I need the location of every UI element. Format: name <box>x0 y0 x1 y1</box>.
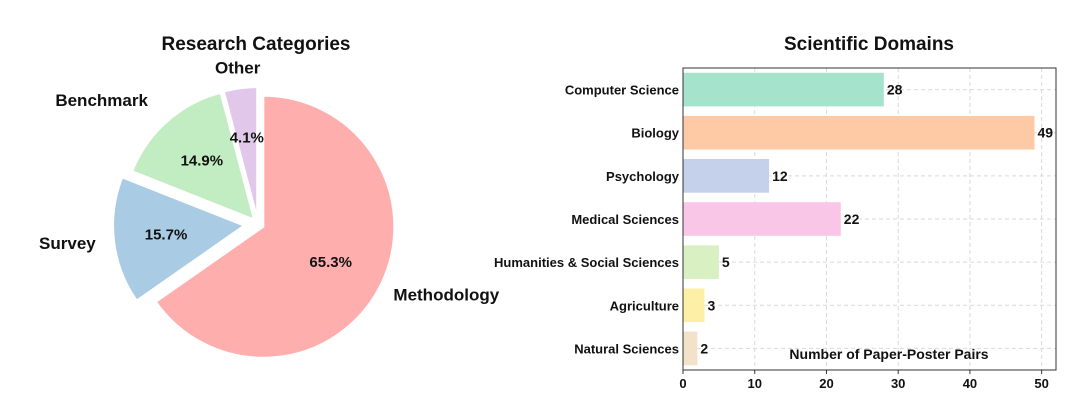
bar-medical-sciences <box>683 202 841 236</box>
bar-xlabel: Number of Paper-Poster Pairs <box>789 346 988 362</box>
pie-slices <box>112 86 396 359</box>
tick-label-30: 30 <box>891 376 905 391</box>
pie-texts: Methodology 65.3% Survey 15.7% Benchmark 14.9… <box>39 58 500 304</box>
bar-value-agriculture: 3 <box>708 297 716 313</box>
category-label-agriculture: Agriculture <box>610 298 679 313</box>
bar-value-humanities-and-social-sciences: 5 <box>722 254 730 270</box>
category-label-natural-sciences: Natural Sciences <box>574 341 679 356</box>
pie-label-benchmark: Benchmark <box>55 91 148 110</box>
bar-value-computer-science: 28 <box>887 82 903 98</box>
bar-value-psychology: 12 <box>772 168 788 184</box>
pie-pct-methodology: 65.3% <box>309 254 352 271</box>
bar-agriculture <box>683 288 705 323</box>
bar-value-biology: 49 <box>1037 125 1053 141</box>
bar-biology <box>683 115 1035 150</box>
pie-label-other: Other <box>215 58 261 77</box>
tick-label-40: 40 <box>963 376 977 391</box>
pie-label-methodology: Methodology <box>393 286 499 305</box>
tick-label-50: 50 <box>1034 376 1048 391</box>
bar-axes-frame <box>682 67 1057 371</box>
pie-slice-survey <box>112 176 247 303</box>
tick-label-10: 10 <box>747 376 761 391</box>
tick-label-0: 0 <box>679 376 686 391</box>
category-label-psychology: Psychology <box>606 169 680 184</box>
pie-pct-survey: 15.7% <box>145 227 188 244</box>
category-label-medical-sciences: Medical Sciences <box>571 212 679 227</box>
bar-psychology <box>683 159 770 193</box>
bar-natural-sciences <box>683 331 698 366</box>
category-label-humanities-and-social-sciences: Humanities & Social Sciences <box>494 255 679 270</box>
bar-labels: 28 Computer Science 49 Biology 12 Psychology 2… <box>494 82 1053 357</box>
pie-pct-other: 4.1% <box>230 130 264 147</box>
pie-slice-methodology <box>154 94 396 359</box>
pie-slice-benchmark <box>130 91 256 222</box>
pie-label-survey: Survey <box>39 234 96 253</box>
pie-pct-benchmark: 14.9% <box>181 153 224 170</box>
pie-chart: Research Categories Methodology 65.3% Surv… <box>39 34 500 359</box>
pie-slice-other <box>222 86 259 219</box>
bar-bars <box>683 72 1035 366</box>
bar-value-medical-sciences: 22 <box>844 211 860 227</box>
tick-label-20: 20 <box>819 376 833 391</box>
category-label-biology: Biology <box>631 126 679 141</box>
category-label-computer-science: Computer Science <box>565 83 679 98</box>
pie-title: Research Categories <box>161 34 350 55</box>
bar-computer-science <box>683 72 884 107</box>
bar-title: Scientific Domains <box>784 34 954 55</box>
bar-humanities-and-social-sciences <box>683 245 719 279</box>
bar-value-natural-sciences: 2 <box>700 340 708 356</box>
bar-chart: Scientific Domains 28 Computer Science 49 B… <box>494 34 1057 391</box>
bar-ticks: 0 10 20 30 40 50 <box>679 370 1049 391</box>
